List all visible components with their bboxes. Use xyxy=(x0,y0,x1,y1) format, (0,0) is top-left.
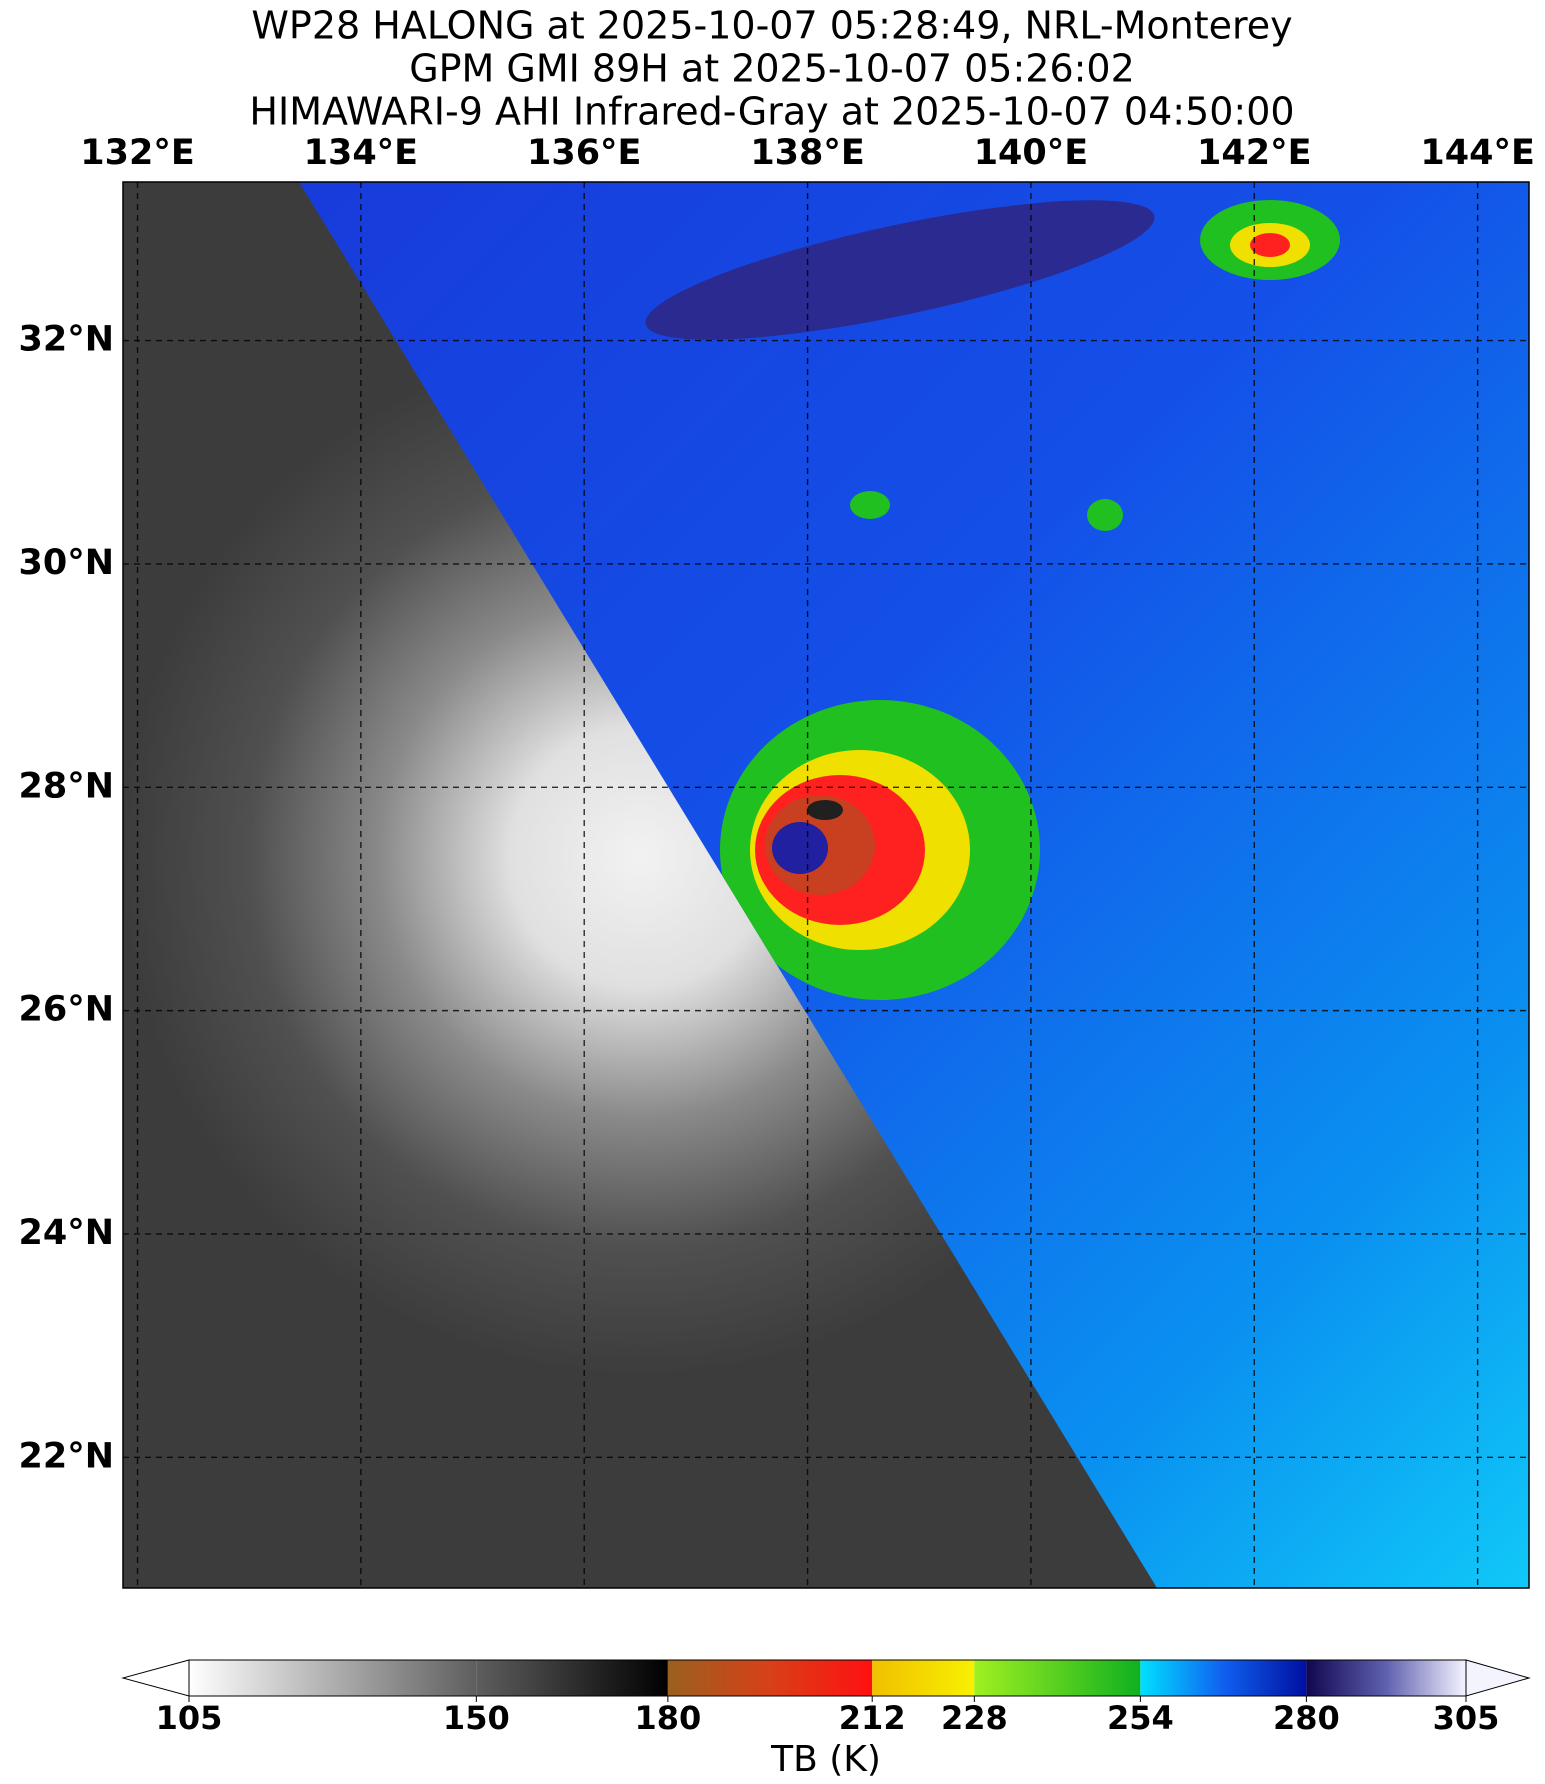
colorbar-tick-label: 254 xyxy=(1107,1699,1174,1737)
x-tick-label: 132°E xyxy=(80,133,194,173)
colorbar-segment xyxy=(667,1660,873,1696)
colorbar-segment xyxy=(974,1660,1141,1696)
colorbar-tick-label: 228 xyxy=(941,1699,1008,1737)
y-tick-label: 24°N xyxy=(19,1213,115,1253)
colorbar-segment xyxy=(1140,1660,1307,1696)
colorbar-outline xyxy=(188,1659,1467,1697)
colorbar-extend-high xyxy=(1465,1659,1531,1697)
x-tick-label: 142°E xyxy=(1197,133,1311,173)
title-line: WP28 HALONG at 2025-10-07 05:28:49, NRL-… xyxy=(251,4,1292,48)
title-line: HIMAWARI-9 AHI Infrared-Gray at 2025-10-… xyxy=(249,90,1294,134)
y-tick-label: 28°N xyxy=(19,766,115,806)
x-tick-label: 144°E xyxy=(1420,133,1534,173)
colorbar-tick-label: 105 xyxy=(156,1699,223,1737)
colorbar-tick-label: 280 xyxy=(1273,1699,1340,1737)
y-tick-label: 30°N xyxy=(19,543,115,583)
y-tick-label: 26°N xyxy=(19,990,115,1030)
colorbar: 105 150 180 212 228 254 280 305 xyxy=(121,1659,1531,1737)
colorbar-label: TB (K) xyxy=(770,1739,881,1780)
x-tick-label: 136°E xyxy=(527,133,641,173)
graticule xyxy=(123,182,1529,1588)
title-line: GPM GMI 89H at 2025-10-07 05:26:02 xyxy=(409,47,1135,91)
y-tick-label: 32°N xyxy=(19,320,115,360)
imagery xyxy=(123,182,1529,1588)
colorbar-tick-label: 180 xyxy=(634,1699,701,1737)
colorbar-tick-label: 150 xyxy=(443,1699,510,1737)
map-frame xyxy=(122,181,1530,1589)
colorbar-segment xyxy=(189,1660,477,1696)
x-tick-label: 134°E xyxy=(304,133,418,173)
x-tick-label: 138°E xyxy=(750,133,864,173)
colorbar-segment xyxy=(476,1660,668,1696)
colorbar-extend-low xyxy=(121,1659,190,1697)
x-tick-label: 140°E xyxy=(974,133,1088,173)
y-tick-label: 22°N xyxy=(19,1436,115,1476)
colorbar-tick-label: 305 xyxy=(1433,1699,1500,1737)
colorbar-segment xyxy=(1306,1660,1466,1696)
colorbar-tick-label: 212 xyxy=(839,1699,906,1737)
colorbar-segment xyxy=(872,1660,975,1696)
